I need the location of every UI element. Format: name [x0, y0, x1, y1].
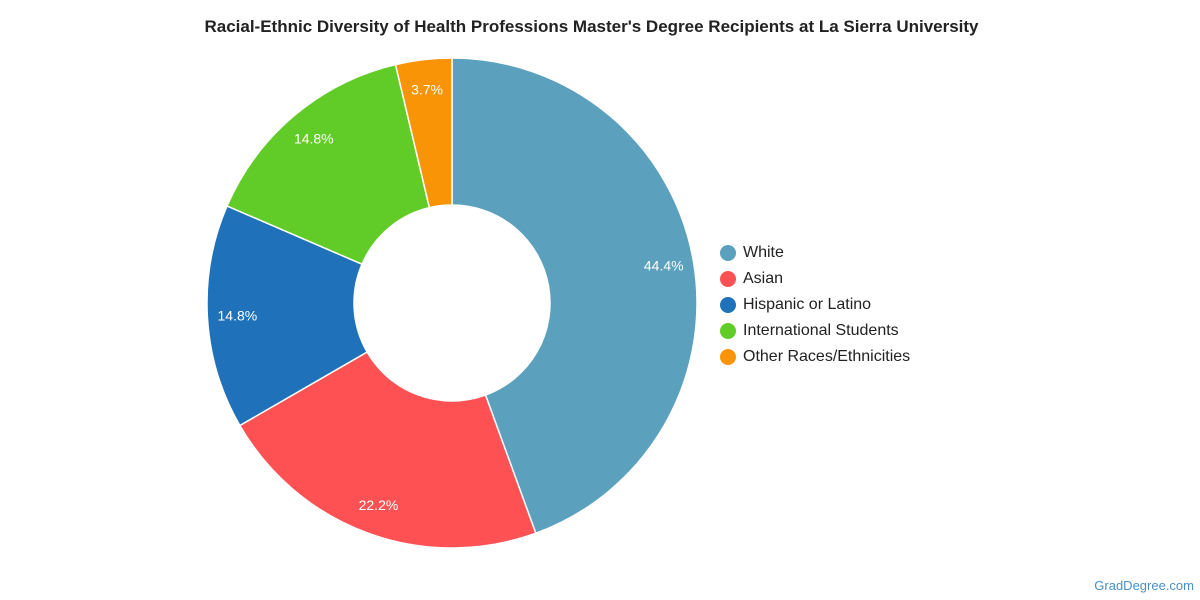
legend-label: Asian	[743, 270, 784, 287]
slice-label-hispanic-or-latino: 14.8%	[218, 308, 258, 324]
legend-swatch	[720, 245, 736, 261]
slice-label-international-students: 14.8%	[294, 130, 334, 146]
legend-swatch	[720, 271, 736, 287]
slice-international-students[interactable]	[226, 63, 431, 266]
slice-white[interactable]	[451, 57, 698, 535]
legend-swatch	[720, 323, 736, 339]
legend-label: White	[743, 244, 784, 261]
legend-item-other-races-ethnicities[interactable]: Other Races/Ethnicities	[720, 344, 910, 370]
chart-title: Racial-Ethnic Diversity of Health Profes…	[204, 17, 979, 36]
legend-label: International Students	[743, 322, 899, 339]
slice-label-asian: 22.2%	[359, 497, 399, 513]
chart-legend: White Asian Hispanic or Latino Internationa…	[720, 240, 910, 370]
slice-label-other-races-ethnicities: 3.7%	[411, 81, 443, 97]
legend-label: Hispanic or Latino	[743, 296, 872, 313]
legend-item-international-students[interactable]: International Students	[720, 318, 910, 344]
legend-item-hispanic-or-latino[interactable]: Hispanic or Latino	[720, 292, 910, 318]
legend-swatch	[720, 349, 736, 365]
slice-hispanic-or-latino[interactable]	[206, 204, 369, 427]
legend-label: Other Races/Ethnicities	[743, 348, 911, 365]
watermark: GradDegree.com	[1094, 578, 1194, 593]
slice-label-white: 44.4%	[644, 258, 684, 274]
legend-item-asian[interactable]: Asian	[720, 266, 910, 292]
legend-swatch	[720, 297, 736, 313]
legend-item-white[interactable]: White	[720, 240, 910, 266]
slice-other-races-ethnicities[interactable]	[394, 57, 453, 209]
slice-asian[interactable]	[238, 350, 537, 549]
